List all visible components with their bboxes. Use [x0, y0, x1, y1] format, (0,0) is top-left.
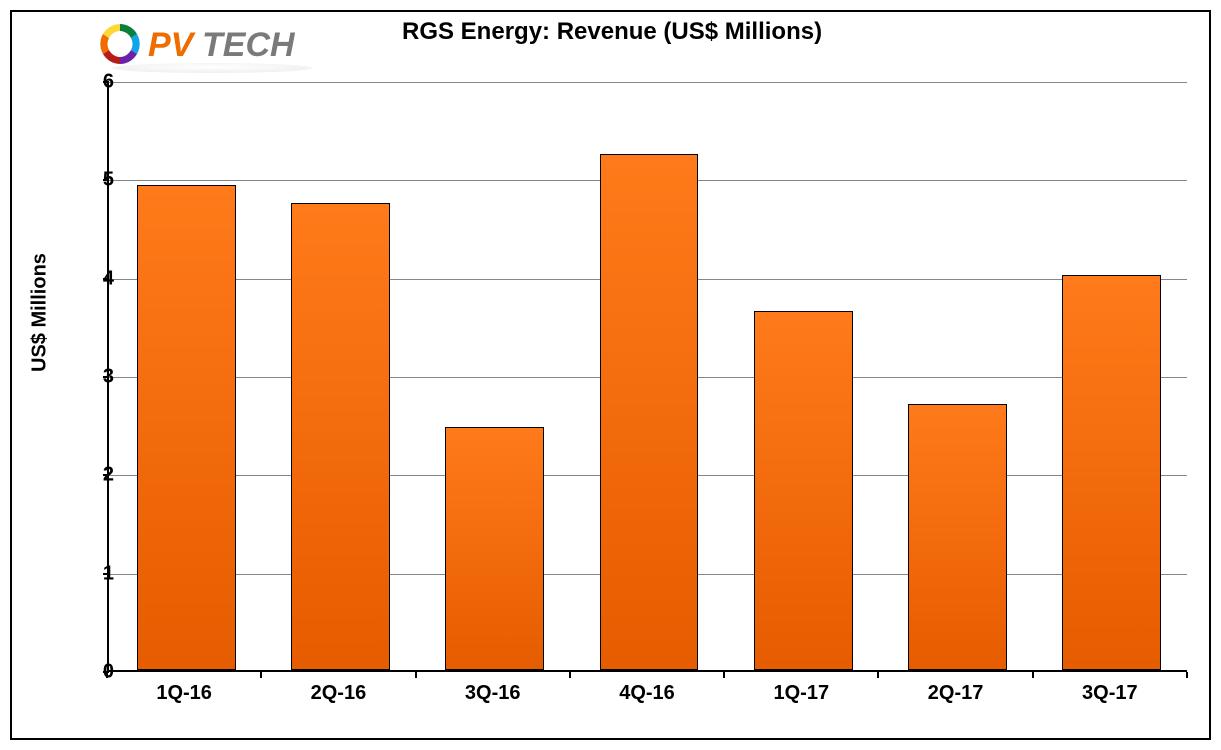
x-tick-mark	[1186, 672, 1188, 678]
bar	[908, 404, 1007, 670]
y-tick-label: 1	[74, 562, 114, 585]
y-tick-label: 2	[74, 464, 114, 487]
x-tick-mark	[877, 672, 879, 678]
y-tick-label: 4	[74, 267, 114, 290]
y-axis-label: US$ Millions	[29, 253, 52, 372]
x-tick-label: 1Q-16	[156, 682, 212, 705]
x-tick-mark	[260, 672, 262, 678]
svg-text:PV: PV	[148, 26, 197, 64]
chart-header: PV TECH RGS Energy: Revenue (US$ Million…	[12, 12, 1209, 72]
plot-wrap: 1Q-162Q-163Q-164Q-161Q-172Q-173Q-17	[107, 82, 1187, 672]
x-tick-mark	[1032, 672, 1034, 678]
bar	[445, 427, 544, 670]
bar	[1062, 275, 1161, 670]
bar	[291, 203, 390, 670]
pvtech-logo-icon: PV TECH	[92, 18, 392, 79]
x-tick-label: 4Q-16	[619, 682, 675, 705]
x-tick-label: 2Q-16	[311, 682, 367, 705]
plot-area	[107, 82, 1187, 672]
chart-frame: PV TECH RGS Energy: Revenue (US$ Million…	[10, 10, 1211, 740]
chart-title: RGS Energy: Revenue (US$ Millions)	[402, 18, 822, 46]
y-tick-label: 3	[74, 366, 114, 389]
bar	[754, 311, 853, 670]
x-tick-label: 3Q-17	[1082, 682, 1138, 705]
gridline	[109, 82, 1187, 83]
y-tick-label: 5	[74, 169, 114, 192]
bar	[137, 185, 236, 670]
x-tick-label: 1Q-17	[773, 682, 829, 705]
x-tick-label: 3Q-16	[465, 682, 521, 705]
bar	[600, 154, 699, 670]
x-tick-mark	[569, 672, 571, 678]
y-tick-label: 6	[74, 71, 114, 94]
y-tick-label: 0	[74, 661, 114, 684]
x-tick-mark	[723, 672, 725, 678]
x-tick-label: 2Q-17	[928, 682, 984, 705]
x-tick-mark	[415, 672, 417, 678]
svg-text:TECH: TECH	[202, 26, 296, 64]
